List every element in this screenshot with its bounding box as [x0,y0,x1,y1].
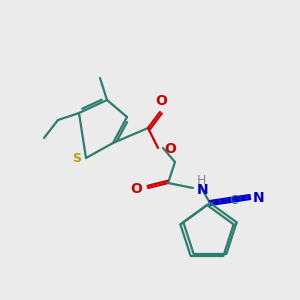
Text: O: O [130,182,142,196]
Text: O: O [155,94,167,108]
Text: N: N [197,183,208,197]
Text: N: N [253,191,265,205]
Text: H: H [197,173,206,187]
Text: S: S [72,152,81,166]
Text: O: O [164,142,176,156]
Text: C: C [230,194,238,208]
